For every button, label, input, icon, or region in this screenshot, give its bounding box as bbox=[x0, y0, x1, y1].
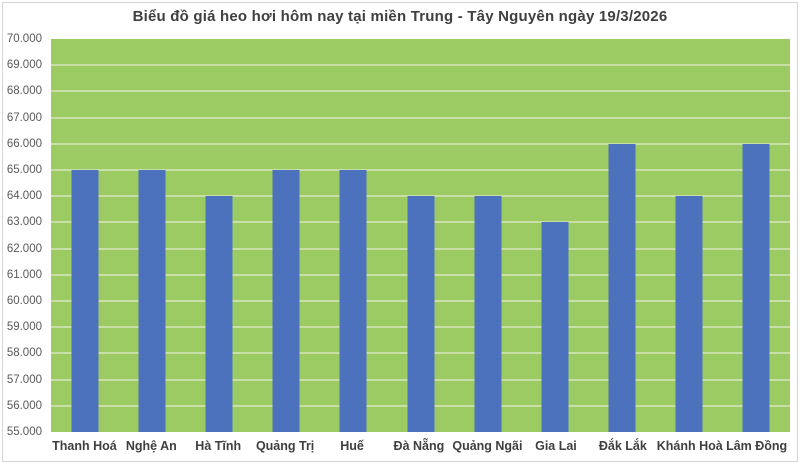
y-tick-label: 59.000 bbox=[6, 321, 42, 334]
y-tick-label: 60.000 bbox=[6, 294, 42, 307]
x-tick-label: Quảng Ngãi bbox=[452, 439, 523, 453]
x-tick-label: Hà Tĩnh bbox=[195, 439, 242, 453]
gridline bbox=[51, 116, 790, 119]
gridline bbox=[51, 90, 790, 93]
x-tick-label: Lâm Đồng bbox=[726, 439, 788, 453]
bar-Quảng Trị bbox=[272, 170, 300, 432]
bar-Khánh Hoà bbox=[675, 196, 703, 432]
y-tick-label: 57.000 bbox=[6, 373, 42, 386]
plot-area bbox=[51, 39, 790, 432]
gridline bbox=[51, 64, 790, 67]
x-tick-label: Khánh Hoà bbox=[656, 439, 723, 453]
x-tick-label: Gia Lai bbox=[535, 439, 577, 453]
x-tick-label: Thanh Hoá bbox=[52, 439, 117, 453]
x-axis: Thanh Hoá Nghệ An Hà Tĩnh Quảng Trị Huế Đà Nẵ… bbox=[51, 437, 790, 459]
bar-Lâm Đồng bbox=[742, 143, 770, 432]
bar-Hà Tĩnh bbox=[205, 196, 233, 432]
bar-Nghệ An bbox=[138, 170, 166, 432]
y-tick-label: 56.000 bbox=[6, 399, 42, 412]
y-axis: 70.000 69.000 68.000 67.000 66.000 65.000 64.0… bbox=[0, 33, 45, 438]
y-tick-label: 63.000 bbox=[6, 216, 42, 229]
y-tick-label: 68.000 bbox=[6, 85, 42, 98]
chart-title: Biểu đồ giá heo hơi hôm nay tại miền Tru… bbox=[132, 8, 668, 25]
y-tick-label: 55.000 bbox=[6, 426, 42, 438]
x-tick-label: Đà Nẵng bbox=[393, 439, 445, 453]
gridline bbox=[51, 168, 790, 171]
gridline bbox=[51, 142, 790, 145]
bar-Huế bbox=[339, 170, 367, 432]
gridline bbox=[51, 195, 790, 198]
y-tick-label: 70.000 bbox=[6, 33, 42, 45]
y-tick-label: 58.000 bbox=[6, 347, 42, 360]
y-tick-label: 61.000 bbox=[6, 268, 42, 281]
bar-Đắk Lắk bbox=[608, 143, 636, 432]
bar-Quảng Ngãi bbox=[474, 196, 502, 432]
x-tick-label: Đắk Lắk bbox=[598, 439, 647, 453]
y-tick-label: 65.000 bbox=[6, 163, 42, 176]
x-tick-label: Quảng Trị bbox=[255, 439, 315, 453]
y-tick-label: 64.000 bbox=[6, 190, 42, 203]
y-tick-label: 69.000 bbox=[6, 59, 42, 72]
x-tick-label: Nghệ An bbox=[125, 439, 177, 453]
y-tick-label: 67.000 bbox=[6, 111, 42, 124]
bar-Thanh Hoá bbox=[71, 170, 99, 432]
bar-Gia Lai bbox=[541, 222, 569, 432]
x-tick-label: Huế bbox=[340, 439, 364, 453]
y-tick-label: 66.000 bbox=[6, 137, 42, 150]
bar-Đà Nẵng bbox=[407, 196, 434, 432]
y-tick-label: 62.000 bbox=[6, 242, 42, 255]
